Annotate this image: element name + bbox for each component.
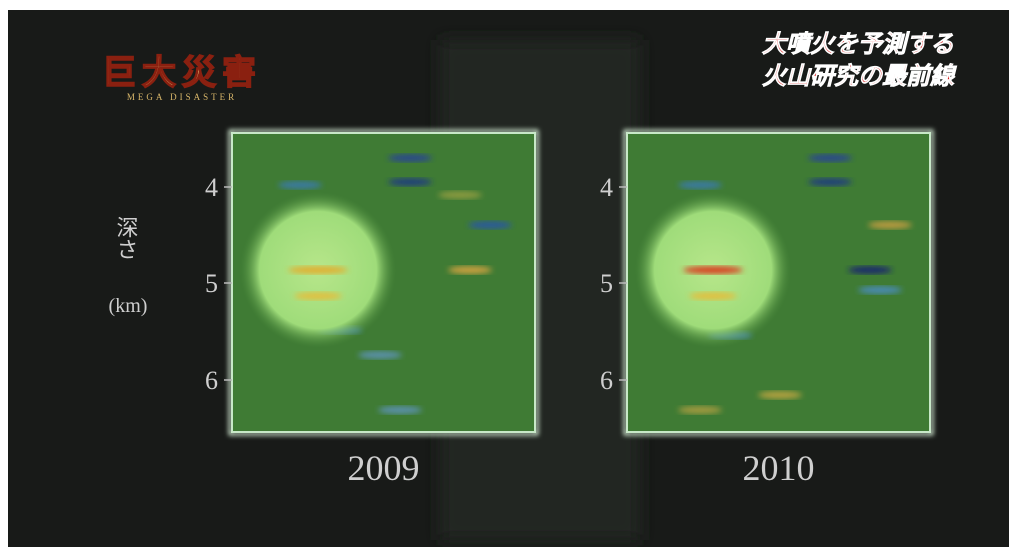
heatmap-spot <box>758 391 802 399</box>
caption-line: 大噴火を予測する <box>762 31 954 58</box>
axis-title: 深さ <box>114 216 139 260</box>
heatmap-spot <box>468 221 512 229</box>
heatmap-spot <box>388 178 432 186</box>
panel: 4 5 6 2009 <box>205 129 539 488</box>
caption: 大噴火を予測する 火山研究の最前線 <box>762 31 958 91</box>
tick-label: 6 <box>600 366 613 395</box>
heatmap-spot <box>689 292 737 300</box>
heatmap-spot <box>358 351 402 359</box>
tick-label: 4 <box>205 173 218 202</box>
tick-label: 4 <box>600 173 613 202</box>
year-label: 2009 <box>348 448 420 488</box>
heatmap-spot <box>294 292 342 300</box>
heatmap-spot <box>808 178 852 186</box>
heatmap-spot <box>683 266 743 274</box>
tick-label: 5 <box>600 269 613 298</box>
heatmap-spot <box>678 181 722 189</box>
heatmap-spot <box>808 154 852 162</box>
panels: 4 5 6 2009 4 5 6 2010 <box>205 129 934 488</box>
logo-subtitle: MEGA DISASTER <box>127 92 237 102</box>
year-label: 2010 <box>743 448 815 488</box>
heatmap-spot <box>678 406 722 414</box>
logo-title: 巨大災害 <box>102 54 262 92</box>
heatmap-spot <box>278 181 322 189</box>
heatmap-spot <box>388 154 432 162</box>
heatmap-spot <box>848 266 892 274</box>
caption-line: 火山研究の最前線 <box>762 63 957 90</box>
axis-label: 深さ (km) <box>109 216 148 317</box>
axis-unit: (km) <box>109 295 148 317</box>
heatmap-spot <box>448 266 492 274</box>
heatmap-spot <box>858 286 902 294</box>
heatmap-spot <box>438 191 482 199</box>
tick-label: 5 <box>205 269 218 298</box>
tick-label: 6 <box>205 366 218 395</box>
heatmap-spot <box>868 221 912 229</box>
panel: 4 5 6 2010 <box>600 129 934 488</box>
heatmap-spot <box>288 266 348 274</box>
heatmap-spot <box>378 406 422 414</box>
